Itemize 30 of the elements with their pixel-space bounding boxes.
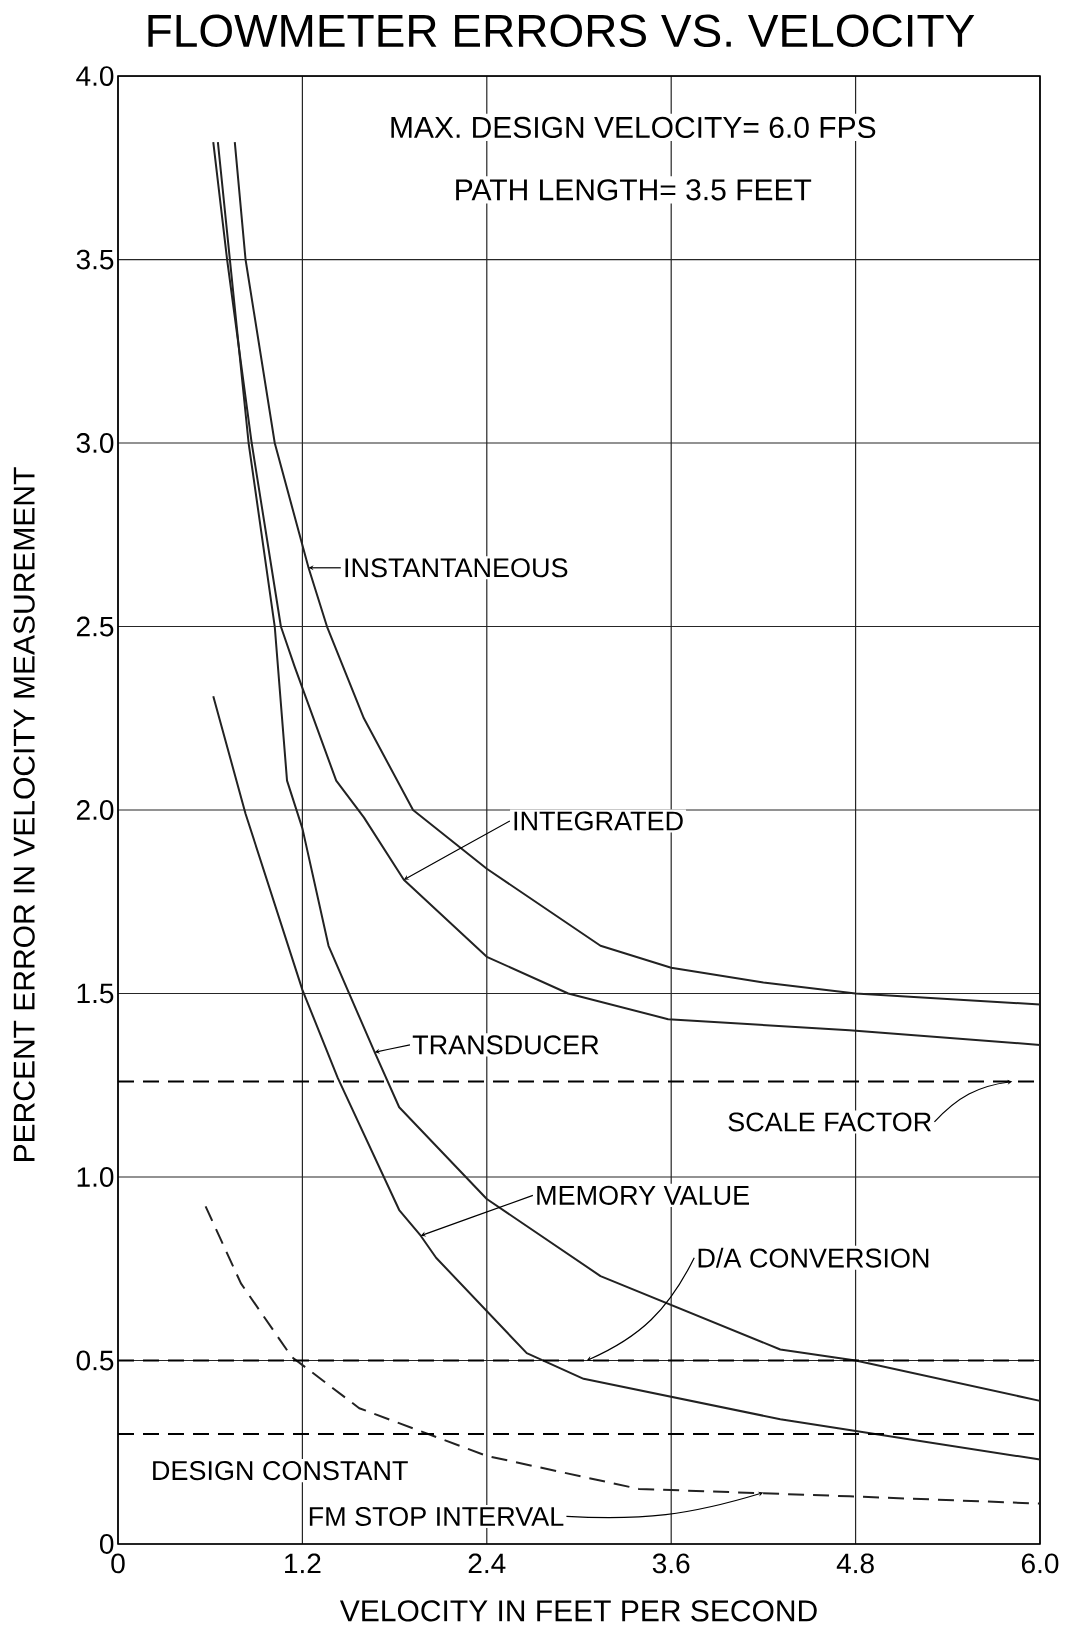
ref-line-label: D/A CONVERSION [698,1247,929,1268]
y-tick-label: 2.0 [76,800,114,820]
y-tick-label: 1.5 [77,983,114,1004]
ref-line-label: SCALE FACTOR [728,1112,931,1132]
x-tick-label: 6.0 [1021,1553,1059,1574]
y-axis-title: PERCENT ERROR IN VELOCITY MEASUREMENT [13,467,35,1161]
y-tick-label: 0 [99,1534,114,1554]
annotation: MEMORY VALUE [537,1185,749,1205]
y-tick-label: 3.5 [76,249,114,270]
x-tick-label: 2.4 [468,1553,506,1574]
chart-title: FLOWMETER ERRORS VS. VELOCITY [148,14,975,48]
point [374,1048,381,1054]
annotation: INTEGRATED [514,811,683,831]
x-tick-label: 1.2 [285,1553,321,1574]
x-tick-label: 3.6 [652,1553,690,1574]
annotation: MAX. DESIGN VELOCITY= 6.0 FPS [391,116,876,139]
annotation: TRANSDUCER [412,1035,599,1055]
y-tick-label: 1.0 [77,1167,114,1187]
y-tick-label: 4.0 [76,66,114,86]
point [403,875,410,880]
y-tick-label: 0.5 [76,1350,114,1371]
point [308,565,314,571]
x-axis-title: VELOCITY IN FEET PER SECOND [339,1600,817,1622]
x-tick-label: 4.8 [836,1553,874,1574]
y-tick-label: 3.0 [76,433,114,453]
annotation: INSTANTANEOUS [345,558,568,578]
annotation: PATH LENGTH= 3.5 FEET [456,179,812,201]
annotation: FM STOP INTERVAL [309,1506,564,1527]
y-tick-label: 2.5 [76,616,114,637]
ref-line-label: DESIGN CONSTANT [153,1461,408,1481]
